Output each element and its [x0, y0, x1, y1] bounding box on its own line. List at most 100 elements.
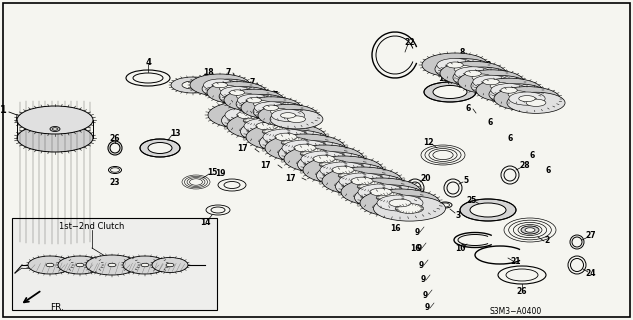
Ellipse shape [358, 182, 385, 191]
Ellipse shape [224, 181, 240, 188]
Ellipse shape [509, 92, 545, 105]
Ellipse shape [141, 263, 149, 267]
Text: 9: 9 [422, 291, 428, 300]
Ellipse shape [472, 74, 492, 81]
Ellipse shape [521, 226, 539, 234]
Ellipse shape [454, 66, 474, 73]
Text: 1st−2nd Clutch: 1st−2nd Clutch [60, 221, 125, 230]
Text: 4: 4 [145, 58, 151, 67]
Text: S3M3−A0400: S3M3−A0400 [490, 307, 542, 316]
Ellipse shape [256, 122, 278, 130]
Text: 22: 22 [404, 37, 415, 46]
Ellipse shape [460, 199, 516, 221]
Ellipse shape [17, 106, 93, 134]
Ellipse shape [351, 177, 373, 185]
Ellipse shape [236, 94, 289, 114]
Ellipse shape [237, 94, 270, 106]
Ellipse shape [471, 76, 529, 97]
Ellipse shape [263, 129, 309, 145]
Text: 28: 28 [520, 161, 530, 170]
Ellipse shape [253, 102, 306, 121]
Ellipse shape [377, 195, 423, 211]
Text: 16: 16 [335, 180, 345, 189]
Ellipse shape [284, 145, 364, 173]
Ellipse shape [227, 112, 307, 140]
Ellipse shape [358, 184, 404, 200]
Text: 8: 8 [510, 76, 515, 84]
Ellipse shape [244, 118, 290, 134]
Ellipse shape [258, 104, 318, 126]
Ellipse shape [123, 256, 167, 274]
Ellipse shape [220, 85, 237, 92]
Ellipse shape [203, 79, 237, 91]
Ellipse shape [152, 258, 188, 273]
Ellipse shape [17, 124, 93, 152]
Ellipse shape [230, 90, 244, 95]
Ellipse shape [58, 256, 102, 274]
Text: 8: 8 [534, 92, 540, 100]
Ellipse shape [303, 156, 383, 184]
Ellipse shape [332, 166, 354, 174]
Text: 5: 5 [463, 175, 468, 185]
Ellipse shape [202, 79, 255, 99]
Ellipse shape [320, 160, 348, 169]
Ellipse shape [241, 119, 313, 144]
Text: 16: 16 [315, 164, 325, 172]
Text: 21: 21 [511, 258, 521, 267]
Ellipse shape [339, 171, 367, 180]
Ellipse shape [219, 87, 272, 106]
Ellipse shape [265, 134, 345, 162]
Text: 19: 19 [215, 169, 225, 178]
Text: 13: 13 [170, 129, 180, 138]
Ellipse shape [396, 204, 423, 213]
Ellipse shape [225, 107, 271, 123]
Text: 9: 9 [420, 276, 425, 284]
Ellipse shape [501, 87, 517, 93]
Ellipse shape [489, 84, 547, 105]
Ellipse shape [339, 173, 385, 189]
Ellipse shape [435, 59, 493, 80]
Ellipse shape [373, 196, 446, 221]
Ellipse shape [272, 109, 304, 122]
Ellipse shape [476, 78, 542, 102]
Ellipse shape [148, 142, 172, 154]
Ellipse shape [253, 101, 272, 107]
Ellipse shape [294, 144, 316, 152]
Text: 6: 6 [546, 165, 551, 174]
Ellipse shape [298, 152, 370, 177]
Text: 26: 26 [517, 287, 527, 297]
Ellipse shape [263, 105, 279, 110]
Text: 25: 25 [467, 196, 477, 204]
Ellipse shape [433, 85, 467, 99]
Ellipse shape [301, 148, 329, 158]
Text: 14: 14 [200, 218, 210, 227]
Ellipse shape [182, 81, 204, 89]
Bar [12, 218, 217, 310]
Ellipse shape [140, 139, 180, 157]
Text: 1: 1 [0, 105, 6, 115]
Text: 6: 6 [487, 117, 492, 126]
Text: 17: 17 [285, 173, 296, 182]
Text: FR.: FR. [50, 303, 64, 313]
Text: 24: 24 [586, 268, 596, 277]
Ellipse shape [473, 75, 509, 88]
Ellipse shape [335, 174, 408, 199]
Ellipse shape [280, 113, 296, 118]
Ellipse shape [287, 116, 306, 123]
Text: 9: 9 [418, 260, 423, 269]
Ellipse shape [389, 199, 411, 207]
Ellipse shape [224, 89, 284, 111]
Text: 6: 6 [465, 103, 470, 113]
Ellipse shape [282, 138, 310, 148]
Ellipse shape [108, 263, 116, 267]
Text: 6: 6 [508, 133, 513, 142]
Ellipse shape [494, 87, 560, 111]
Ellipse shape [260, 130, 332, 155]
Ellipse shape [519, 96, 536, 102]
Text: 6: 6 [529, 150, 535, 159]
Text: 16: 16 [300, 150, 310, 159]
Ellipse shape [465, 70, 481, 76]
Ellipse shape [213, 82, 227, 88]
Ellipse shape [244, 116, 272, 125]
Ellipse shape [166, 263, 174, 267]
